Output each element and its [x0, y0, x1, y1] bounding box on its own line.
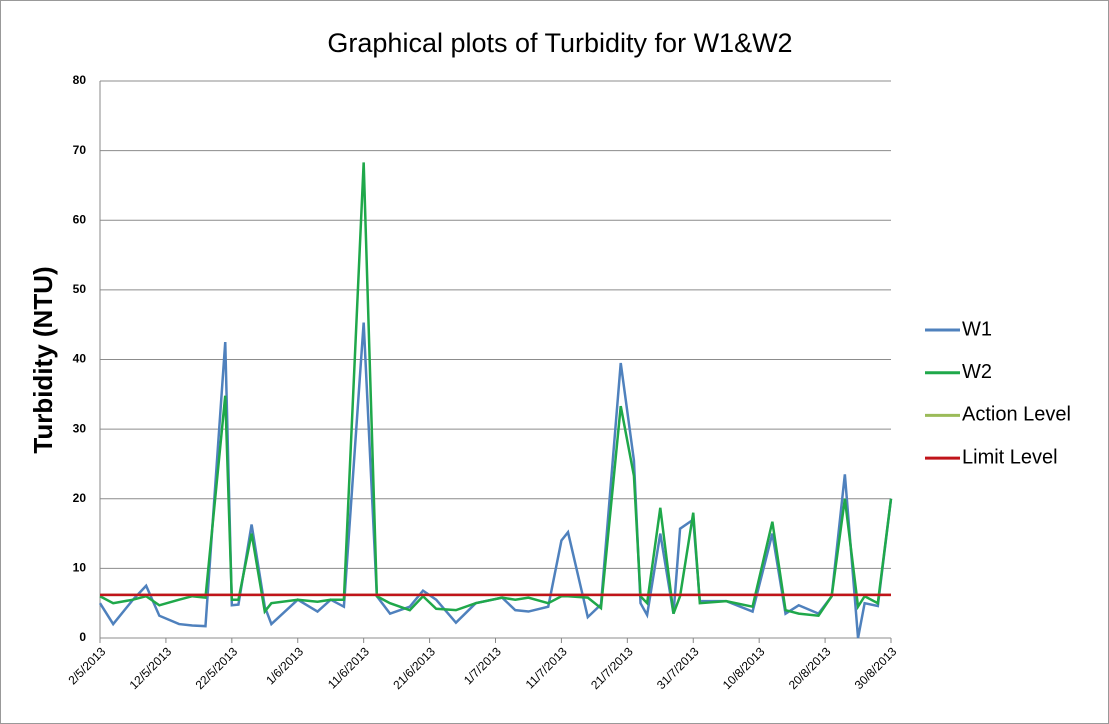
- y-tick-label: 20: [73, 491, 87, 505]
- y-axis-label: Turbidity (NTU): [28, 266, 58, 453]
- legend-label: W1: [962, 318, 992, 340]
- y-tick-label: 10: [73, 561, 87, 575]
- y-tick-label: 70: [73, 143, 87, 157]
- series-line: [99, 162, 893, 618]
- y-tick-label: 80: [73, 73, 87, 87]
- legend-label: Action Level: [962, 404, 1071, 426]
- y-tick-label: 0: [79, 630, 86, 644]
- y-tick-label: 60: [73, 212, 87, 226]
- chart-title: Graphical plots of Turbidity for W1&W2: [327, 28, 792, 58]
- legend-label: W2: [962, 361, 992, 383]
- y-tick-label: 40: [73, 352, 87, 366]
- y-tick-label: 50: [73, 282, 87, 296]
- y-tick-label: 30: [73, 421, 87, 435]
- series-line: [98, 322, 893, 639]
- legend-label: Limit Level: [962, 446, 1058, 468]
